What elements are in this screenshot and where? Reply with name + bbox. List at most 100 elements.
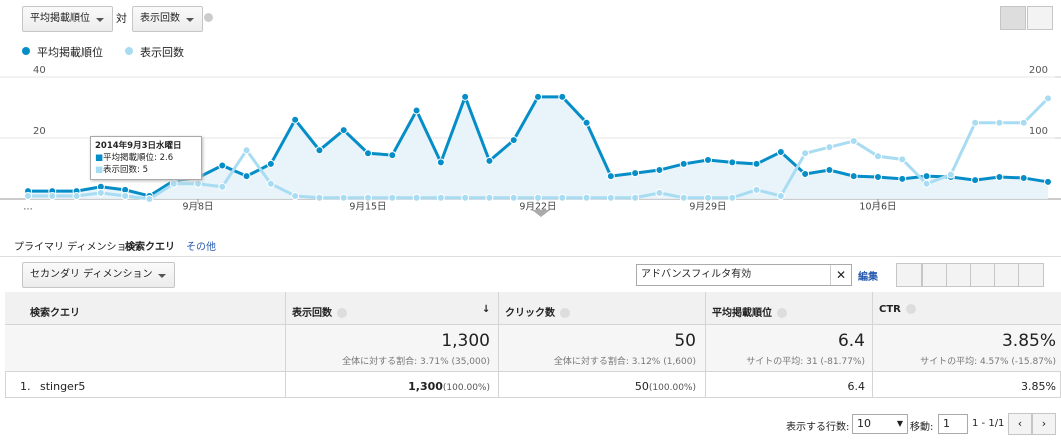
x-tick-label: 9月8日 [182,201,213,212]
rows-label: 表示する行数: [786,422,850,433]
point [218,161,227,170]
point [315,146,324,155]
column-title: 表示回数 [292,308,332,319]
filter-text: アドバンスフィルタ有効 [641,269,752,280]
point [849,172,858,181]
y-tick-label: 40 [33,65,46,76]
point [388,193,397,202]
view-button[interactable] [922,263,948,287]
point [752,185,761,194]
tooltip-line: ■平均掲載順位: 2.6 [95,153,174,163]
resize-handle[interactable] [532,210,550,217]
chart: 20 40 100 200 … 9月8日 9月15日 9月22日 9月29日 10月6日 [0,65,1061,217]
total-note: サイトの平均: 31 (-81.77%) [746,357,865,367]
point [194,179,202,188]
goto-input[interactable]: 1 [938,414,968,434]
point [655,188,664,197]
legend-label: 平均掲載順位 [37,46,103,59]
tooltip-line: ■表示回数: 5 [95,165,149,175]
cell-value: 1,300 [408,380,443,393]
tooltip-value: 5 [142,165,149,175]
y2-tick-label: 100 [1029,126,1048,137]
point [971,118,980,127]
column-header[interactable]: 表示回数 ↓ [292,304,491,319]
cell-value: 3.85% [1021,380,1056,393]
point [291,191,300,200]
point [121,191,130,200]
edit-link[interactable]: 編集 [858,272,878,283]
point [801,149,810,158]
tooltip-name: 平均掲載順位 [103,153,155,163]
point [849,137,858,146]
point [242,146,251,155]
motion-chart-button[interactable] [1027,6,1053,30]
point [72,191,81,200]
remove-icon[interactable] [204,13,213,22]
point [728,193,737,202]
point [801,169,810,178]
point [704,155,712,164]
x-tick-label: … [23,201,33,212]
point [874,173,882,182]
point [728,158,737,167]
point [436,158,445,167]
view-button[interactable] [994,263,1020,287]
column-header[interactable]: 平均掲載順位 [712,304,787,319]
x-tick-label: 9月22日 [519,201,556,212]
point [825,143,834,152]
row-query[interactable]: stinger5 [40,380,86,393]
point [704,193,712,202]
metric-dropdown[interactable]: 表示回数 [132,6,203,32]
point [339,126,348,135]
y2-tick-label: 200 [1029,65,1048,76]
x-tick-label: 9月15日 [349,201,386,212]
point [48,191,57,200]
dimension-other[interactable]: その他 [186,242,216,253]
secondary-dropdown[interactable]: セカンダリ ディメンション [22,262,176,288]
column-title: 平均掲載順位 [712,308,772,319]
point [631,193,640,202]
view-button[interactable] [970,263,996,287]
total-note: サイトの平均: 4.57% (-15.87%) [920,357,1056,367]
rows-select[interactable]: 10 ▼ [852,414,908,434]
line-chart-button[interactable] [1000,6,1026,30]
tooltip-value: 2.6 [159,153,174,163]
point [825,166,834,175]
point [1019,118,1028,127]
point [534,193,542,202]
total-note: 全体に対する割合: 3.71% (35,000) [342,357,490,367]
point [679,193,688,202]
point [436,193,445,202]
view-button[interactable] [896,263,922,287]
column-header[interactable]: 検索クエリ [30,308,80,319]
point [776,148,785,157]
point [24,191,32,200]
cell-value: 6.4 [847,380,866,393]
point [315,193,324,202]
point [364,149,372,158]
column-header[interactable]: CTR [879,304,916,315]
rows-value: 10 [857,417,871,430]
point [509,136,518,145]
point [1044,177,1052,186]
vs-label: 対 [116,12,127,25]
point [874,152,882,161]
point [534,92,542,101]
point [509,193,518,202]
prev-button[interactable]: ‹ [1008,413,1032,435]
page-range: 1 - 1/1 [972,418,1005,429]
view-button[interactable] [946,263,972,287]
point [145,195,154,203]
next-button[interactable]: › [1032,413,1056,435]
totals-row [5,325,1061,372]
point [485,156,494,165]
legend-label: 表示回数 [140,46,184,59]
filter-input[interactable]: アドバンスフィルタ有効 ✕ [636,264,852,286]
view-button[interactable] [1018,263,1044,287]
point [291,115,300,124]
point [169,179,178,188]
point [922,179,931,188]
point [631,169,640,178]
metric-dropdown[interactable]: 平均掲載順位 [22,6,113,32]
column-header[interactable]: クリック数 [505,304,570,319]
